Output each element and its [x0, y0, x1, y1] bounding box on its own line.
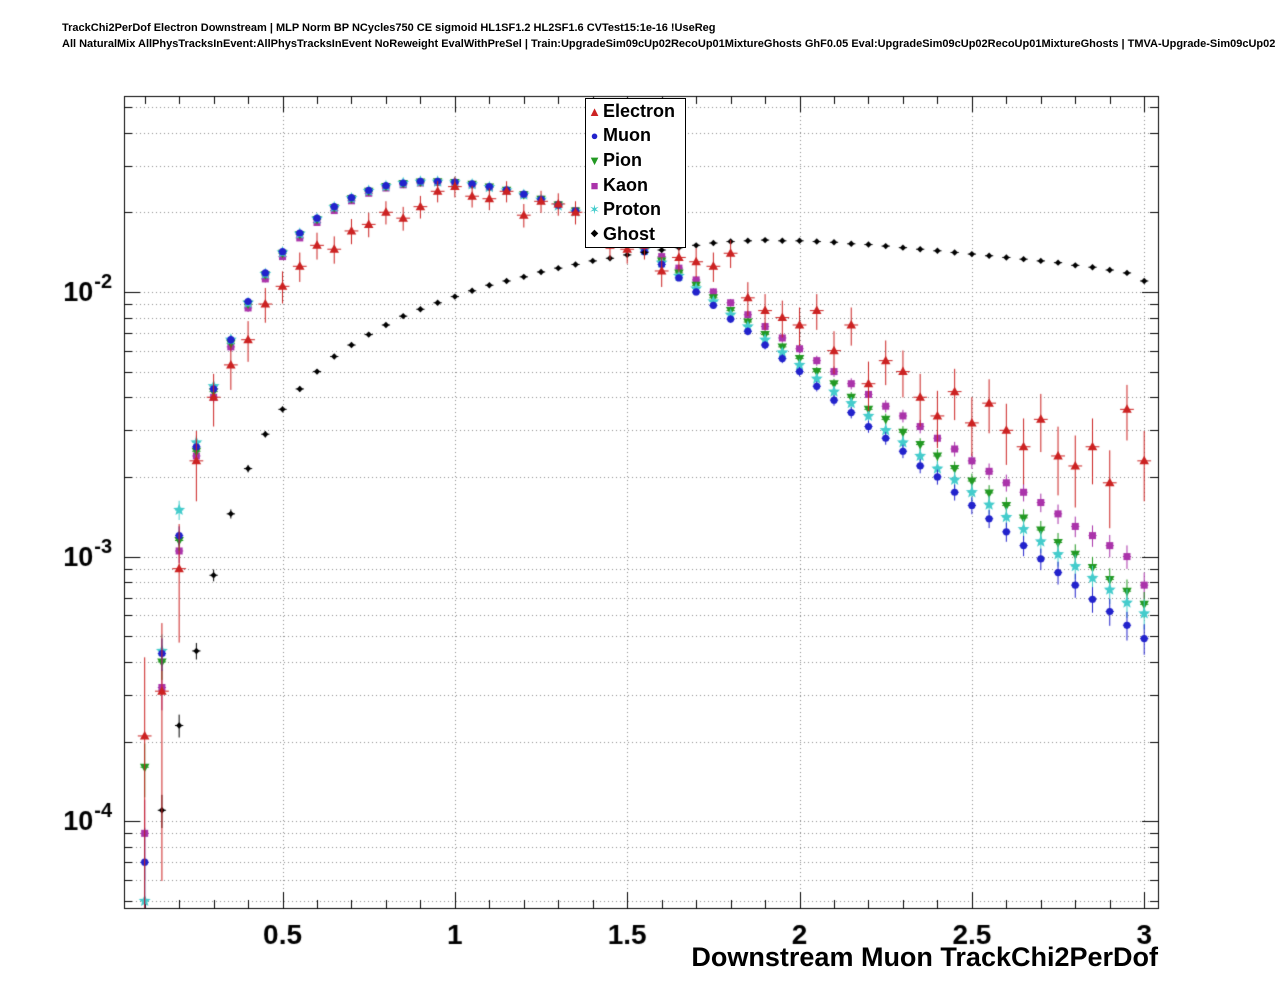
legend-label-muon: Muon	[603, 125, 651, 146]
legend-label-pion: Pion	[603, 149, 642, 170]
plot-header: TrackChi2PerDof Electron Downstream | ML…	[62, 20, 1276, 52]
legend-item-electron: ▲ Electron	[586, 99, 685, 124]
legend-label-electron: Electron	[603, 100, 676, 121]
plot-title-line2: All NaturalMix AllPhysTracksInEvent:AllP…	[62, 38, 1276, 50]
ghost-diamond-marker-icon: ◆	[590, 228, 599, 240]
legend-item-muon: ● Muon	[586, 124, 685, 149]
legend-item-ghost: ◆ Ghost	[586, 222, 685, 247]
x-axis-title: Downstream Muon TrackChi2PerDof	[691, 942, 1158, 972]
proton-star-marker-icon: ✶	[589, 202, 600, 218]
legend-label-kaon: Kaon	[603, 174, 648, 195]
muon-circle-marker-icon: ●	[590, 128, 599, 144]
legend-label-proton: Proton	[603, 199, 661, 220]
legend: ▲ Electron ● Muon ▼ Pion ■ Kaon ✶ Proton…	[585, 98, 686, 248]
kaon-square-marker-icon: ■	[590, 177, 599, 193]
legend-label-ghost: Ghost	[603, 223, 655, 244]
plot-title-line1: TrackChi2PerDof Electron Downstream | ML…	[62, 22, 716, 34]
pion-triangle-marker-icon: ▼	[588, 152, 601, 168]
electron-triangle-marker-icon: ▲	[588, 103, 601, 119]
legend-item-kaon: ■ Kaon	[586, 173, 685, 198]
legend-item-pion: ▼ Pion	[586, 148, 685, 173]
legend-item-proton: ✶ Proton	[586, 197, 685, 222]
